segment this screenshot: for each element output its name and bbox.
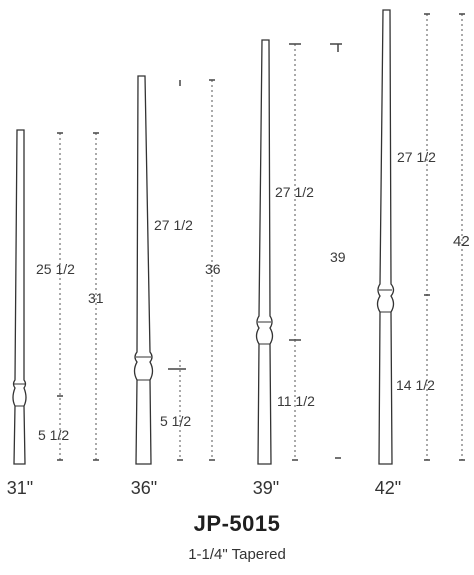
dim-42-lower: 14 1/2 [396, 377, 435, 393]
dimension-lines-31 [57, 132, 99, 461]
dimension-lines-39 [289, 43, 342, 461]
baluster-31 [12, 129, 27, 465]
baluster-36 [133, 75, 154, 465]
dim-31-upper: 25 1/2 [36, 261, 75, 277]
dimension-lines-42 [424, 13, 465, 461]
dim-36-lower: 5 1/2 [160, 413, 191, 429]
baluster-42-body [376, 9, 395, 465]
height-label-31: 31" [6, 478, 34, 498]
height-label-36: 36" [130, 478, 158, 498]
dim-42-upper: 27 1/2 [397, 149, 436, 165]
dim-31-overall: 31 [88, 290, 104, 306]
dim-31-lower: 5 1/2 [38, 427, 69, 443]
model-description: 1-1/4" Tapered [188, 546, 286, 563]
baluster-39 [255, 39, 274, 465]
dimension-lines-36 [168, 79, 215, 461]
dim-36-upper: 27 1/2 [154, 217, 193, 233]
baluster-36-body [133, 75, 154, 465]
dim-39-upper: 27 1/2 [275, 184, 314, 200]
dim-36-overall: 36 [205, 261, 221, 277]
baluster-42 [376, 9, 395, 465]
dim-39-lower: 11 1/2 [277, 393, 315, 409]
baluster-31-body [12, 129, 27, 465]
model-name: JP-5015 [193, 511, 281, 536]
height-label-39: 39" [252, 478, 280, 498]
dim-39-overall: 39 [330, 249, 346, 265]
height-label-42: 42" [374, 478, 402, 498]
dim-42-overall: 42 [453, 233, 470, 250]
baluster-39-body [255, 39, 274, 465]
